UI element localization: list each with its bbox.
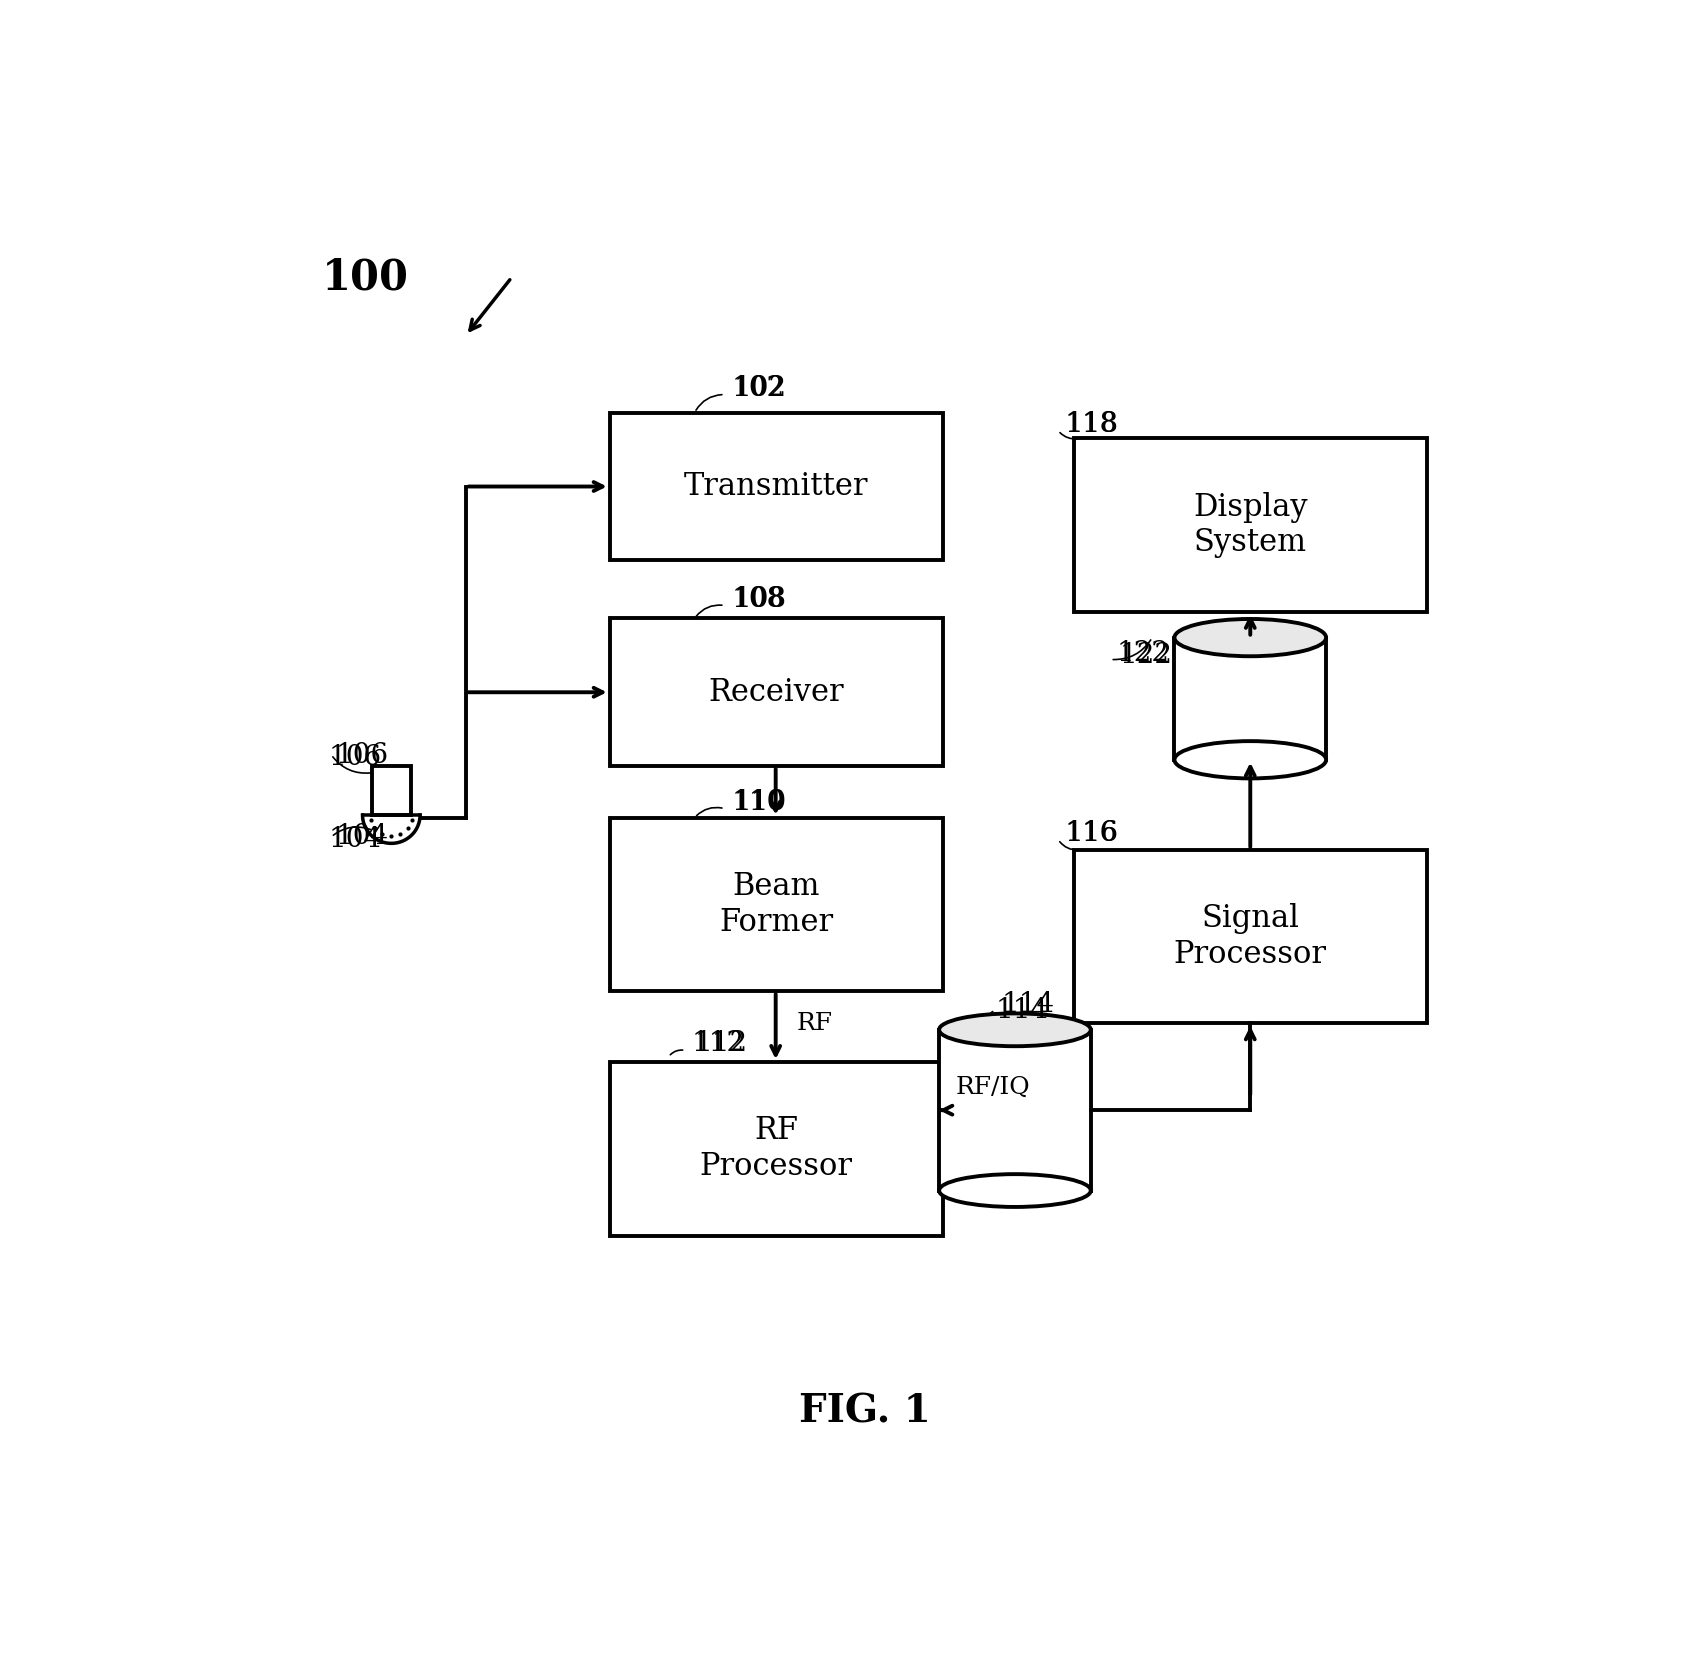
Text: 118: 118 (1066, 411, 1118, 438)
Text: RF
Processor: RF Processor (700, 1116, 854, 1182)
Text: 112: 112 (695, 1030, 747, 1057)
Text: 106: 106 (329, 743, 381, 770)
Text: 110: 110 (730, 788, 784, 815)
FancyBboxPatch shape (609, 818, 943, 992)
FancyBboxPatch shape (609, 618, 943, 767)
FancyBboxPatch shape (371, 767, 412, 815)
Text: Receiver: Receiver (709, 676, 844, 708)
Text: 118: 118 (1064, 411, 1118, 438)
Text: 102: 102 (734, 374, 786, 402)
Text: Signal
Processor: Signal Processor (1174, 903, 1326, 970)
Text: FIG. 1: FIG. 1 (798, 1393, 931, 1431)
Text: 106: 106 (336, 743, 388, 770)
Text: Beam
Former: Beam Former (719, 872, 833, 939)
Polygon shape (940, 1030, 1091, 1191)
Text: 108: 108 (730, 586, 784, 613)
FancyBboxPatch shape (1073, 438, 1427, 611)
Text: 110: 110 (734, 788, 788, 815)
Text: 114: 114 (995, 997, 1048, 1024)
Text: 112: 112 (692, 1030, 746, 1057)
Text: 100: 100 (322, 257, 408, 299)
Text: Display
System: Display System (1193, 491, 1307, 558)
Text: 116: 116 (1064, 820, 1118, 847)
Polygon shape (1174, 638, 1326, 760)
Text: 114: 114 (1002, 990, 1054, 1017)
Text: 108: 108 (734, 586, 786, 613)
Text: 122: 122 (1120, 641, 1172, 670)
Text: 116: 116 (1066, 820, 1118, 847)
Text: 104: 104 (336, 823, 388, 850)
Text: 104: 104 (329, 827, 381, 853)
Text: RF/IQ: RF/IQ (957, 1075, 1031, 1099)
Ellipse shape (1174, 741, 1326, 778)
Text: Transmitter: Transmitter (685, 471, 869, 503)
Ellipse shape (1174, 620, 1326, 656)
FancyBboxPatch shape (1073, 850, 1427, 1024)
FancyBboxPatch shape (609, 412, 943, 561)
Text: 122: 122 (1117, 640, 1169, 666)
Ellipse shape (940, 1174, 1091, 1207)
Text: 102: 102 (730, 374, 784, 402)
FancyBboxPatch shape (609, 1062, 943, 1236)
Text: RF: RF (796, 1012, 833, 1035)
Ellipse shape (940, 1014, 1091, 1045)
Polygon shape (363, 815, 420, 843)
